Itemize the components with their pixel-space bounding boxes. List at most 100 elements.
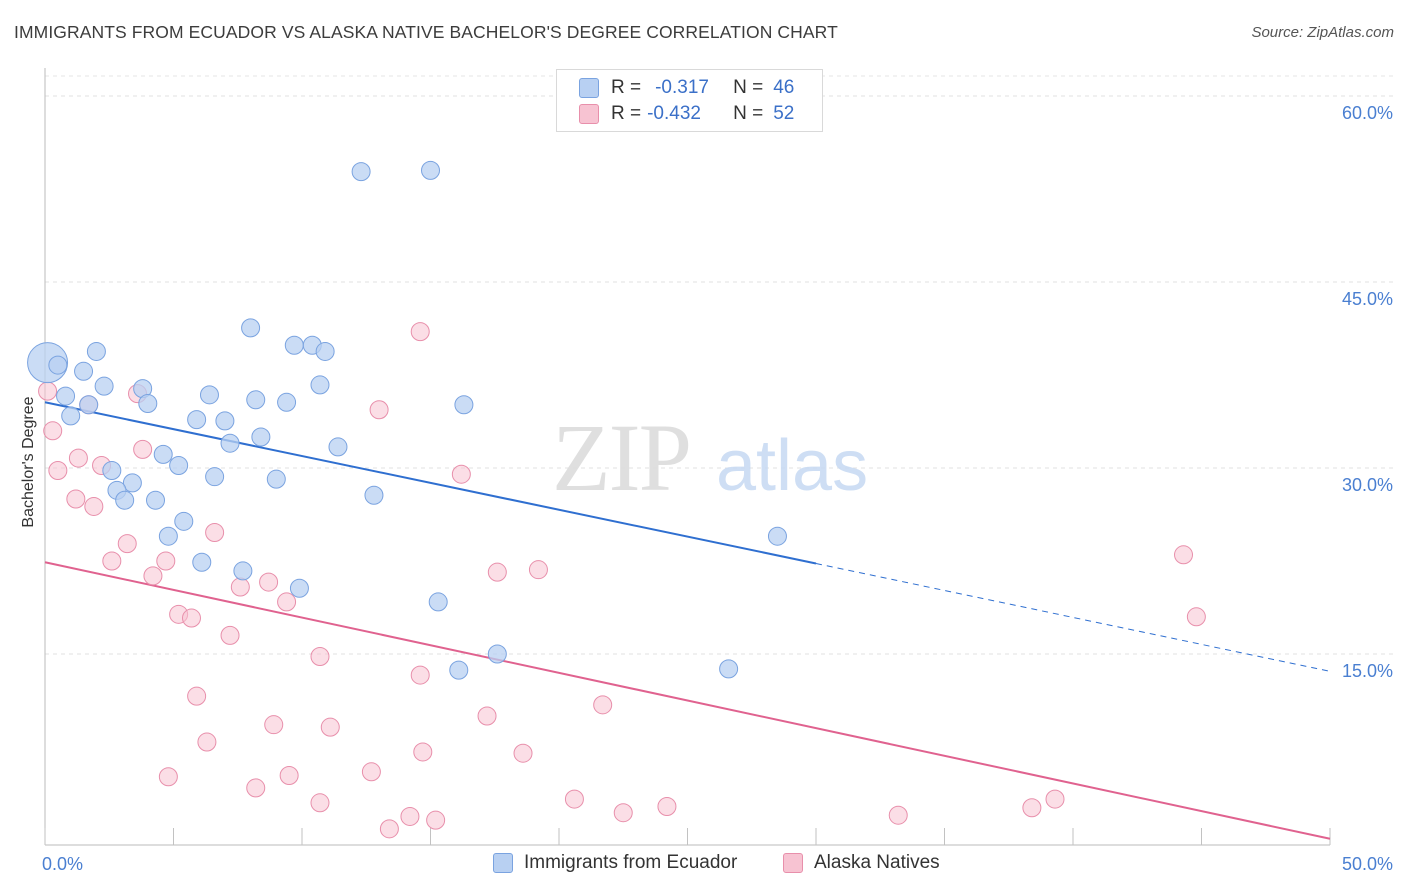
point-ecuador bbox=[199, 385, 219, 405]
watermark-zip: ZIP bbox=[552, 404, 690, 511]
trend-lines bbox=[44, 401, 1331, 840]
point-ecuador bbox=[86, 341, 106, 361]
point-alaska bbox=[888, 805, 908, 825]
legend-n-value: 46 bbox=[773, 77, 795, 98]
point-ecuador bbox=[138, 394, 158, 414]
point-ecuador bbox=[767, 526, 787, 546]
point-ecuador bbox=[246, 390, 266, 410]
point-alaska bbox=[102, 551, 122, 571]
point-alaska bbox=[181, 608, 201, 628]
y-tick-label: 45.0% bbox=[1342, 289, 1393, 309]
legend-r-label: R = bbox=[611, 103, 642, 124]
point-ecuador bbox=[61, 406, 81, 426]
series-legend-alaska: Alaska Natives bbox=[783, 852, 940, 874]
point-ecuador bbox=[205, 467, 225, 487]
point-ecuador bbox=[220, 433, 240, 453]
point-alaska bbox=[451, 464, 471, 484]
point-alaska bbox=[564, 789, 584, 809]
legend-swatch-pink bbox=[579, 104, 599, 124]
point-ecuador bbox=[48, 355, 68, 375]
point-alaska bbox=[220, 625, 240, 645]
legend-n-label: N = bbox=[733, 103, 764, 124]
legend-row-alaska: R = -0.432 N = 52 bbox=[579, 102, 794, 126]
series-swatch-blue bbox=[493, 853, 513, 873]
point-alaska bbox=[310, 646, 330, 666]
point-alaska bbox=[410, 665, 430, 685]
point-ecuador bbox=[364, 485, 384, 505]
y-tick-label: 60.0% bbox=[1342, 103, 1393, 123]
series-swatch-pink bbox=[783, 853, 803, 873]
legend-r-value: -0.317 bbox=[655, 77, 709, 98]
point-alaska bbox=[513, 743, 533, 763]
point-ecuador bbox=[315, 341, 335, 361]
point-ecuador bbox=[487, 644, 507, 664]
point-ecuador bbox=[284, 335, 304, 355]
point-ecuador bbox=[428, 592, 448, 612]
y-axis-label: Bachelor's Degree bbox=[20, 396, 37, 527]
correlation-legend: R = -0.317 N = 46 R = -0.432 N = 52 bbox=[556, 69, 823, 132]
watermark: ZIP atlas bbox=[552, 404, 868, 511]
point-alaska bbox=[68, 448, 88, 468]
point-alaska bbox=[117, 534, 137, 554]
point-ecuador bbox=[146, 490, 166, 510]
series-label-alaska: Alaska Natives bbox=[814, 852, 940, 873]
series-label-ecuador: Immigrants from Ecuador bbox=[524, 852, 738, 873]
point-alaska bbox=[187, 686, 207, 706]
point-ecuador bbox=[122, 473, 142, 493]
point-ecuador bbox=[289, 578, 309, 598]
point-ecuador bbox=[174, 511, 194, 531]
point-ecuador bbox=[169, 456, 189, 476]
axes bbox=[44, 68, 1331, 846]
x-tick-label: 0.0% bbox=[42, 854, 83, 874]
trend-line-ecuador bbox=[44, 401, 817, 565]
point-alaska bbox=[1174, 545, 1194, 565]
point-ecuador bbox=[310, 375, 330, 395]
point-alaska bbox=[259, 572, 279, 592]
legend-swatch-blue bbox=[579, 78, 599, 98]
point-alaska bbox=[410, 322, 430, 342]
point-alaska bbox=[246, 778, 266, 798]
tick-labels: 15.0% 30.0% 45.0% 60.0% 0.0% 50.0% bbox=[42, 103, 1393, 874]
point-alaska bbox=[156, 551, 176, 571]
trend-line-alaska bbox=[44, 561, 1331, 840]
point-ecuador bbox=[187, 410, 207, 430]
legend-n-label: N = bbox=[733, 77, 764, 98]
point-alaska bbox=[1022, 798, 1042, 818]
x-tick-label: 50.0% bbox=[1342, 854, 1393, 874]
point-alaska bbox=[38, 381, 58, 401]
point-ecuador bbox=[241, 318, 261, 338]
point-alaska bbox=[133, 439, 153, 459]
point-ecuador bbox=[449, 660, 469, 680]
point-alaska bbox=[279, 766, 299, 786]
series-legend-ecuador: Immigrants from Ecuador bbox=[493, 852, 737, 874]
point-alaska bbox=[613, 803, 633, 823]
point-alaska bbox=[230, 577, 250, 597]
point-alaska bbox=[205, 522, 225, 542]
point-alaska bbox=[158, 767, 178, 787]
point-ecuador bbox=[94, 376, 114, 396]
point-alaska bbox=[657, 797, 677, 817]
point-ecuador bbox=[454, 395, 474, 415]
y-tick-label: 30.0% bbox=[1342, 475, 1393, 495]
point-ecuador bbox=[251, 427, 271, 447]
legend-row-ecuador: R = -0.317 N = 46 bbox=[579, 76, 794, 100]
trend-line-ecuador-extension bbox=[815, 562, 1331, 672]
watermark-atlas: atlas bbox=[716, 426, 868, 506]
legend-n-value: 52 bbox=[773, 103, 795, 124]
point-ecuador bbox=[328, 437, 348, 457]
point-alaska bbox=[1186, 607, 1206, 627]
point-ecuador bbox=[215, 411, 235, 431]
point-alaska bbox=[593, 695, 613, 715]
point-alaska bbox=[528, 560, 548, 580]
point-ecuador bbox=[102, 460, 122, 480]
point-alaska bbox=[310, 793, 330, 813]
point-ecuador bbox=[158, 526, 178, 546]
point-ecuador bbox=[719, 659, 739, 679]
chart-title: IMMIGRANTS FROM ECUADOR VS ALASKA NATIVE… bbox=[14, 22, 838, 42]
point-ecuador bbox=[153, 444, 173, 464]
point-alaska bbox=[66, 489, 86, 509]
legend-r-value: -0.432 bbox=[647, 103, 701, 124]
point-ecuador bbox=[79, 395, 99, 415]
y-tick-label: 15.0% bbox=[1342, 661, 1393, 681]
